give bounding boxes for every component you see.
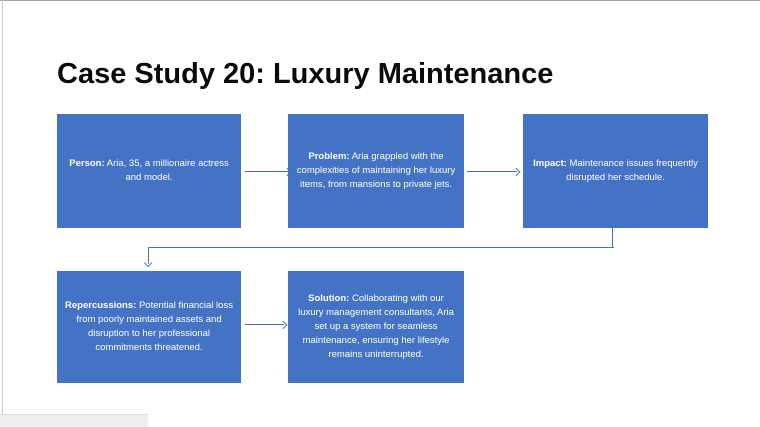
screen-corner-artifact xyxy=(0,414,148,427)
arrow-person-to-problem xyxy=(245,167,290,176)
elbow-impact-to-repercussions-segment-drop xyxy=(147,246,149,264)
flow-box-person-text: Person: Aria, 35, a millionaire actress … xyxy=(69,158,229,183)
flow-box-impact-label: Impact: xyxy=(533,158,567,169)
flow-box-person: Person: Aria, 35, a millionaire actress … xyxy=(57,114,241,228)
elbow-arrowhead-down-icon xyxy=(144,258,154,268)
flow-box-repercussions-text: Repercussions: Potential financial loss … xyxy=(65,300,233,353)
flow-box-solution: Solution: Collaborating with our luxury … xyxy=(288,271,464,383)
slide-title: Case Study 20: Luxury Maintenance xyxy=(57,58,554,91)
flow-box-solution-label: Solution: xyxy=(308,293,350,304)
flow-box-problem: Problem: Aria grappled with the complexi… xyxy=(288,114,464,228)
screen-edge-left xyxy=(2,0,3,414)
screen-edge-top xyxy=(0,0,760,1)
arrow-problem-to-impact xyxy=(467,167,519,176)
arrow-repercussions-to-solution xyxy=(245,320,286,329)
flow-box-impact: Impact: Maintenance issues frequently di… xyxy=(523,114,708,228)
flow-box-problem-label: Problem: xyxy=(308,151,350,162)
flow-box-solution-text: Solution: Collaborating with our luxury … xyxy=(298,293,454,360)
flow-box-repercussions: Repercussions: Potential financial loss … xyxy=(57,271,241,383)
elbow-impact-to-repercussions-segment-across xyxy=(147,246,614,248)
flow-box-repercussions-label: Repercussions: xyxy=(65,300,137,311)
flow-box-problem-text: Problem: Aria grappled with the complexi… xyxy=(296,151,456,190)
flow-box-impact-text: Impact: Maintenance issues frequently di… xyxy=(533,158,698,183)
elbow-impact-to-repercussions-segment-down xyxy=(612,228,614,248)
flow-box-person-label: Person: xyxy=(69,158,105,169)
